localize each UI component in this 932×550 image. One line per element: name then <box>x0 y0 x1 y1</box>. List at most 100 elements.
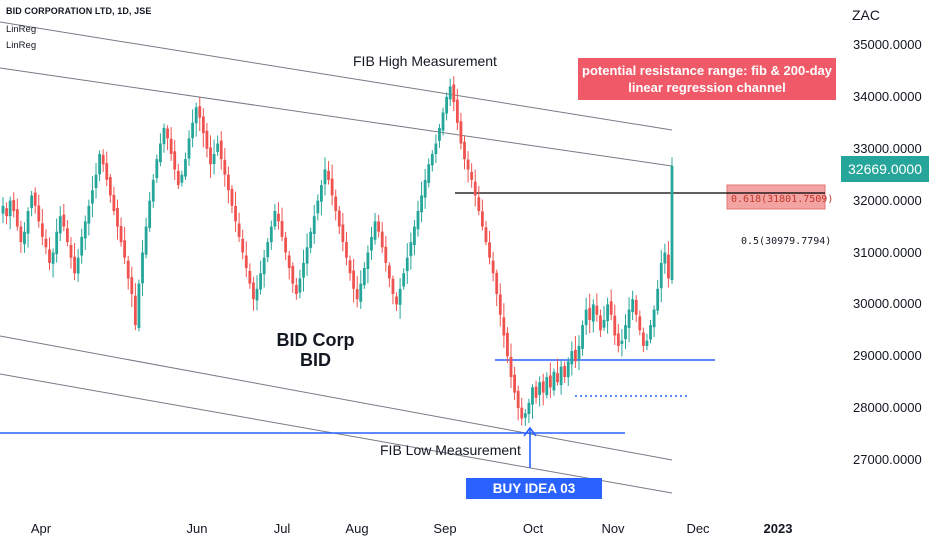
candles <box>1 76 674 426</box>
y-tick-label: 34000.0000 <box>853 88 922 104</box>
candle-body <box>83 221 87 239</box>
candle-body <box>559 366 563 386</box>
candle-body <box>638 316 642 331</box>
candle-body <box>606 304 610 322</box>
resistance-callout-line-2: linear regression channel <box>628 80 786 95</box>
candle-body <box>298 278 302 293</box>
candle-body <box>667 254 670 279</box>
candle-body <box>294 285 298 294</box>
candle-body <box>209 147 212 165</box>
candle-body <box>141 252 144 284</box>
candle-body <box>377 221 381 232</box>
candle-body <box>180 174 184 183</box>
candle-body <box>345 241 348 258</box>
candle-body <box>581 325 584 349</box>
candle-body <box>452 84 456 103</box>
candle-body <box>212 153 216 165</box>
y-tick-label: 32000.0000 <box>853 192 922 208</box>
candle-body <box>641 332 645 346</box>
company-label: BID Corp BID <box>263 330 368 370</box>
candle-body <box>409 242 413 257</box>
candle-body <box>634 299 638 315</box>
candle-body <box>169 138 173 154</box>
candle-body <box>466 159 470 170</box>
candle-body <box>445 96 449 114</box>
candle-body <box>312 216 316 235</box>
candle-body <box>162 128 166 145</box>
fib-618-label: 0.618(31801.7509) <box>731 194 834 205</box>
candle-body <box>352 270 355 289</box>
candle-body <box>37 205 41 222</box>
candle-body <box>30 195 34 209</box>
candle-body <box>531 387 534 405</box>
candle-body <box>65 228 69 243</box>
candle-body <box>438 128 441 141</box>
candle-body <box>23 231 26 245</box>
candle-body <box>448 86 452 100</box>
candle-body <box>280 221 284 237</box>
candle-body <box>470 171 474 180</box>
candle-body <box>498 294 502 315</box>
candle-body <box>198 106 202 118</box>
y-axis-unit: ZAC <box>852 7 880 23</box>
x-tick-label: Sep <box>433 521 457 536</box>
candle-body <box>509 356 513 377</box>
candle-body <box>101 154 105 165</box>
candle-body <box>309 231 313 248</box>
x-tick-label: Aug <box>345 521 369 536</box>
candle-body <box>1 205 5 214</box>
candle-body <box>541 381 545 393</box>
candle-body <box>151 179 155 202</box>
candle-body <box>387 265 391 279</box>
candle-body <box>552 371 556 391</box>
candle-body <box>441 112 445 131</box>
candle-body <box>534 386 538 398</box>
candle-body <box>323 169 327 185</box>
candle-body <box>291 265 295 284</box>
candle-body <box>94 174 98 189</box>
candle-body <box>173 151 177 170</box>
candle-body <box>373 221 377 240</box>
candle-body <box>663 252 667 264</box>
candle-body <box>545 377 549 396</box>
x-tick-label: Nov <box>601 521 625 536</box>
candle-body <box>348 260 352 274</box>
upper-channel-line-2 <box>0 67 673 167</box>
candle-body <box>241 238 245 253</box>
candle-body <box>599 315 602 331</box>
candle-body <box>187 138 191 159</box>
candle-body <box>613 315 617 336</box>
candle-body <box>516 390 520 409</box>
candle-body <box>112 194 116 211</box>
candle-body <box>302 262 305 278</box>
candle-body <box>259 273 262 290</box>
candle-body <box>277 213 280 222</box>
candle-body <box>359 283 363 302</box>
candle-body <box>380 231 384 248</box>
candle-body <box>649 325 652 340</box>
indicator-linreg-2[interactable]: LinReg <box>6 40 37 51</box>
candle-body <box>523 413 527 418</box>
chart-title: BID CORPORATION LTD, 1D, JSE <box>6 6 152 16</box>
candle-body <box>166 128 169 139</box>
candle-body <box>123 240 127 258</box>
candle-body <box>133 295 137 326</box>
candle-body <box>570 351 574 365</box>
y-tick-label: 30000.0000 <box>853 296 922 312</box>
candle-body <box>130 277 134 294</box>
y-tick-label: 31000.0000 <box>853 244 922 260</box>
indicator-linreg-1[interactable]: LinReg <box>6 24 37 35</box>
x-tick-label: Oct <box>522 521 544 536</box>
candle-body <box>234 206 237 222</box>
candle-body <box>305 247 309 264</box>
candle-body <box>491 260 495 274</box>
candle-body <box>155 159 159 179</box>
candle-body <box>548 375 552 388</box>
y-tick-label: 33000.0000 <box>853 140 922 156</box>
candle-body <box>51 252 55 264</box>
company-name: BID Corp <box>276 330 355 350</box>
candle-body <box>116 207 119 227</box>
candle-body <box>584 309 588 326</box>
candle-body <box>191 122 195 139</box>
